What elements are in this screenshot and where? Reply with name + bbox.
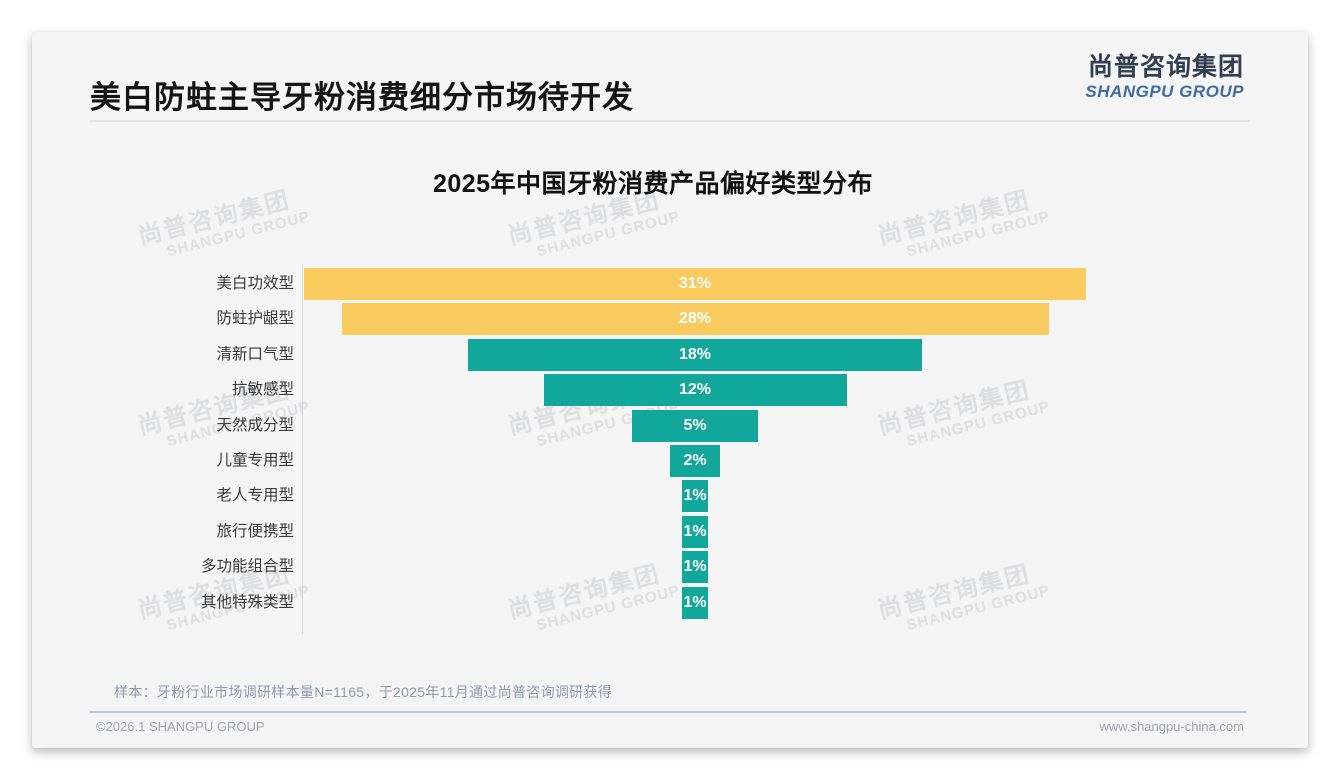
value-label: 1%	[683, 558, 707, 576]
value-label: 18%	[678, 345, 712, 363]
copyright-text: ©2026.1 SHANGPU GROUP	[96, 719, 265, 734]
funnel-bar-chart: 2025年中国牙粉消费产品偏好类型分布 美白功效型 31% 防蛀护龈型 28% 清新口气…	[32, 32, 1308, 748]
chart-row: 防蛀护龈型 28%	[32, 303, 1308, 336]
bar-segment: 2%	[669, 445, 721, 477]
bar-segment: 5%	[631, 409, 759, 442]
company-logo: 尚普咨询集团 SHANGPU GROUP	[1085, 53, 1244, 101]
value-label: 1%	[683, 522, 707, 540]
chart-row: 旅行便携型 1%	[32, 515, 1308, 548]
category-label: 抗敏感型	[231, 381, 294, 399]
value-label: 1%	[683, 593, 707, 611]
bar-segment: 1%	[682, 480, 708, 513]
chart-row: 清新口气型 18%	[32, 338, 1308, 371]
category-label: 美白功效型	[216, 275, 294, 292]
bar-segment: 18%	[467, 338, 923, 371]
chart-row: 美白功效型 31%	[32, 268, 1308, 300]
value-label: 28%	[678, 310, 712, 328]
category-label: 老人专用型	[216, 487, 294, 505]
category-label: 其他特殊类型	[200, 593, 294, 611]
header-divider	[90, 120, 1250, 122]
category-label: 清新口气型	[216, 345, 294, 363]
bar-segment: 1%	[682, 551, 708, 584]
value-label: 5%	[683, 416, 707, 434]
chart-row: 儿童专用型 2%	[32, 445, 1308, 477]
value-label: 1%	[683, 487, 707, 505]
bar-segment: 1%	[682, 586, 708, 619]
sample-note: 样本：牙粉行业市场调研样本量N=1165，于2025年11月通过尚普咨询调研获得	[114, 684, 613, 700]
bar-segment: 28%	[341, 303, 1049, 336]
value-label: 12%	[678, 381, 712, 399]
value-label: 31%	[678, 275, 712, 292]
footer-row: ©2026.1 SHANGPU GROUP www.shangpu-china.…	[96, 719, 1244, 734]
chart-row: 老人专用型 1%	[32, 480, 1308, 513]
category-label: 天然成分型	[216, 416, 294, 434]
slide-card: 尚普咨询集团 SHANGPU GROUP 尚普咨询集团 SHANGPU GROUP 尚普…	[32, 32, 1308, 748]
page-title: 美白防蛀主导牙粉消费细分市场待开发	[90, 80, 634, 115]
footer-divider	[90, 711, 1246, 713]
logo-chinese-text: 尚普咨询集团	[1087, 53, 1244, 81]
chart-title: 2025年中国牙粉消费产品偏好类型分布	[432, 170, 874, 198]
chart-row: 天然成分型 5%	[32, 409, 1308, 442]
logo-english-text: SHANGPU GROUP	[1085, 81, 1244, 101]
category-label: 旅行便携型	[216, 522, 294, 540]
category-label: 防蛀护龈型	[216, 310, 294, 328]
category-label: 儿童专用型	[216, 452, 294, 469]
website-url: www.shangpu-china.com	[1099, 719, 1244, 734]
chart-row: 抗敏感型 12%	[32, 374, 1308, 407]
chart-row: 其他特殊类型 1%	[32, 586, 1308, 619]
bar-segment: 12%	[543, 374, 847, 407]
chart-row: 多功能组合型 1%	[32, 551, 1308, 584]
bar-segment: 31%	[303, 268, 1087, 300]
axis-line	[302, 264, 303, 634]
category-label: 多功能组合型	[200, 558, 294, 576]
value-label: 2%	[683, 452, 707, 469]
bar-segment: 1%	[682, 515, 708, 548]
